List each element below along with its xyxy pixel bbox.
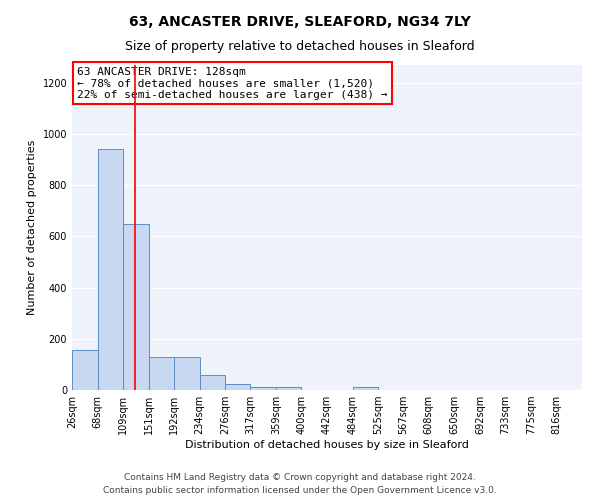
Bar	[174, 356, 200, 390]
Bar	[225, 384, 250, 390]
Bar	[276, 388, 301, 390]
X-axis label: Distribution of detached houses by size in Sleaford: Distribution of detached houses by size …	[185, 440, 469, 450]
Text: Contains HM Land Registry data © Crown copyright and database right 2024.
Contai: Contains HM Land Registry data © Crown c…	[103, 474, 497, 495]
Bar	[250, 387, 276, 390]
Text: 63 ANCASTER DRIVE: 128sqm
← 78% of detached houses are smaller (1,520)
22% of se: 63 ANCASTER DRIVE: 128sqm ← 78% of detac…	[77, 66, 388, 100]
Bar	[149, 356, 174, 390]
Y-axis label: Number of detached properties: Number of detached properties	[27, 140, 37, 315]
Text: 63, ANCASTER DRIVE, SLEAFORD, NG34 7LY: 63, ANCASTER DRIVE, SLEAFORD, NG34 7LY	[129, 15, 471, 29]
Bar	[199, 374, 225, 390]
Bar	[353, 388, 378, 390]
Bar	[98, 150, 123, 390]
Bar	[72, 350, 98, 390]
Bar	[123, 224, 149, 390]
Text: Size of property relative to detached houses in Sleaford: Size of property relative to detached ho…	[125, 40, 475, 53]
